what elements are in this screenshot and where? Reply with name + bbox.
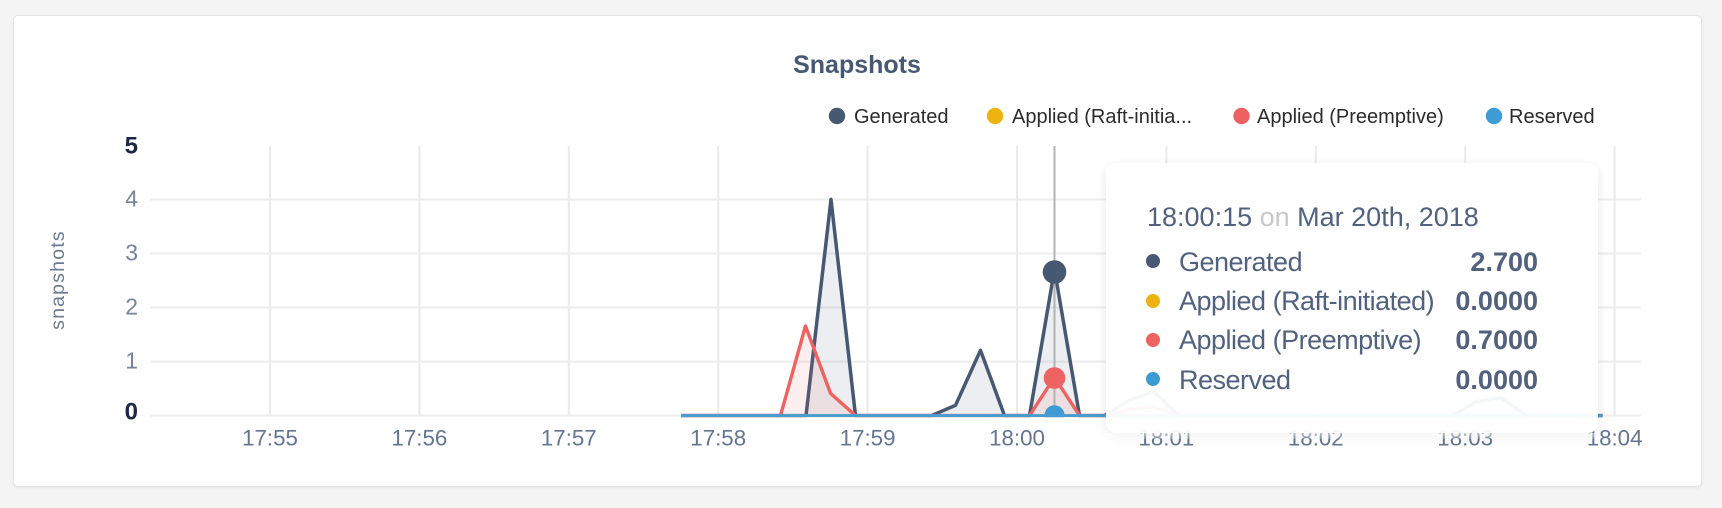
svg-text:Applied (Raft-initia...: Applied (Raft-initia...: [1012, 106, 1192, 128]
svg-text:17:58: 17:58: [690, 426, 746, 451]
svg-text:snapshots: snapshots: [47, 230, 69, 330]
svg-text:17:59: 17:59: [840, 426, 896, 451]
svg-text:Applied (Preemptive): Applied (Preemptive): [1257, 106, 1444, 128]
svg-text:0: 0: [125, 398, 138, 425]
svg-text:17:55: 17:55: [242, 426, 298, 451]
svg-text:Generated: Generated: [854, 106, 949, 128]
svg-text:3: 3: [125, 239, 138, 265]
svg-text:17:57: 17:57: [541, 426, 597, 451]
svg-text:18:04: 18:04: [1587, 426, 1643, 451]
svg-text:Reserved: Reserved: [1509, 106, 1595, 128]
svg-text:4: 4: [125, 185, 138, 211]
svg-text:5: 5: [125, 132, 138, 159]
svg-text:Snapshots: Snapshots: [793, 51, 921, 79]
svg-text:2: 2: [125, 293, 138, 319]
svg-text:1: 1: [125, 348, 138, 374]
svg-text:18:00: 18:00: [989, 426, 1045, 451]
svg-text:17:56: 17:56: [392, 426, 448, 451]
